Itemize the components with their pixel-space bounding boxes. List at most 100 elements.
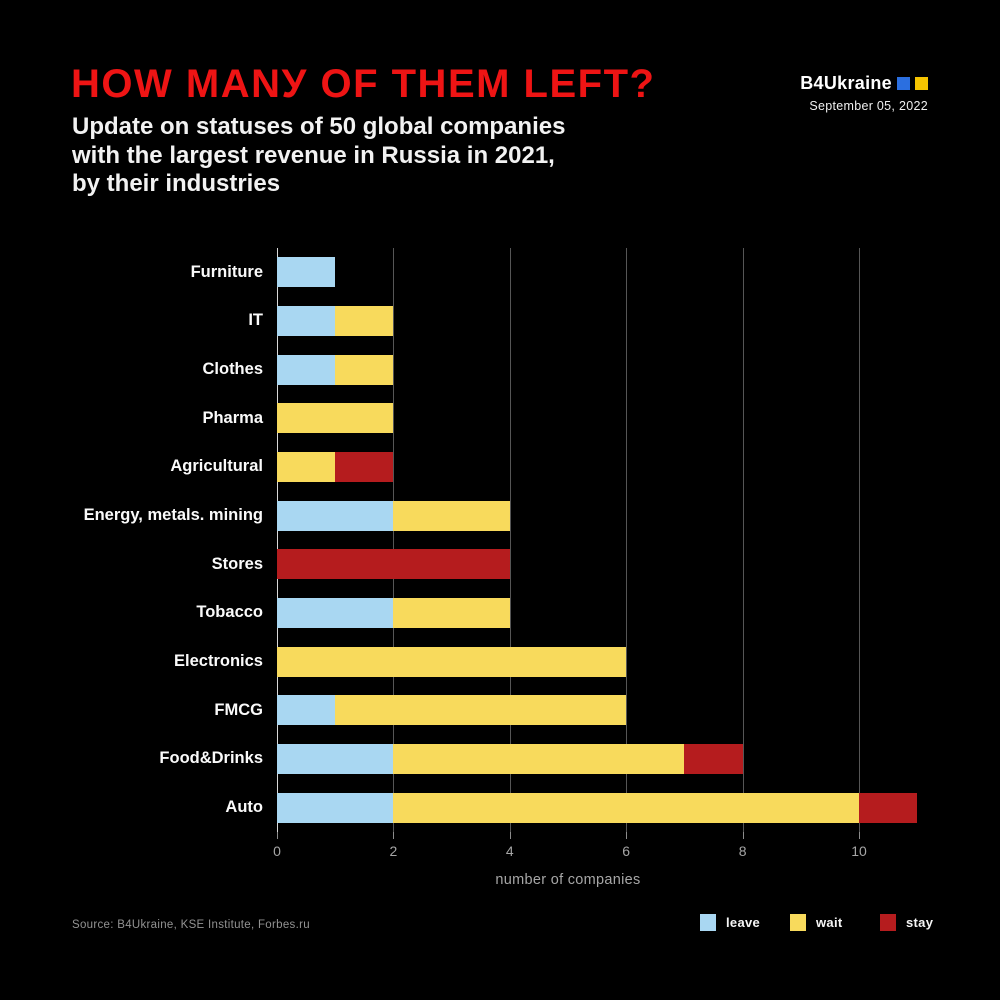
category-label: Energy, metals. mining [83,506,263,525]
bar-row [277,637,940,686]
category-labels-column: Furniture IT Clothes Pharma Agricultural Ener… [0,248,263,832]
x-tick-label-2: 2 [389,843,398,859]
gridline-4 [509,248,511,832]
stacked-bar [277,695,627,726]
x-tick-mark-4 [509,832,511,839]
bar-row [277,686,940,735]
bar-segment-leave [277,500,394,531]
bar-row [277,248,940,297]
bar-segment-wait [277,451,336,482]
gridline-8 [742,248,744,832]
x-tick-mark-10 [859,832,860,839]
gridline-6 [626,248,628,832]
stacked-bar [277,451,394,482]
x-tick-label-10: 10 [851,843,867,859]
bar-segment-wait [277,403,394,434]
subtitle-line-2: with the largest revenue in Russia in 20… [72,141,555,169]
legend-swatch-wait [790,914,806,931]
bar-segment-wait [393,792,859,823]
bar-row [277,735,940,784]
legend-item-wait: wait [790,914,880,931]
category-label: Furniture [190,262,263,281]
stacked-bar [277,500,510,531]
bar-segment-leave [277,354,336,385]
legend-label-stay: stay [906,915,934,930]
gridline-10 [859,248,860,832]
legend-swatch-stay [880,914,896,931]
x-tick-mark-6 [626,832,628,839]
bar-segment-wait [393,597,510,628]
legend-item-leave: leave [700,914,790,931]
legend-label-wait: wait [816,915,843,930]
category-label: IT [248,311,263,330]
bar-segment-wait [393,743,685,774]
stacked-bar [277,354,394,385]
bar-segment-stay [684,743,743,774]
page-title: HOW MANУ OF THEM LEFT? [71,62,656,106]
category-label: Stores [211,554,263,573]
subtitle-line-1: Update on statuses of 50 global companie… [72,113,566,140]
bar-row [277,491,940,540]
bar-segment-leave [277,257,336,288]
x-tick-mark-8 [742,832,744,839]
bar-row [277,297,940,346]
category-label: Food&Drinks [159,749,263,768]
gridline-2 [393,248,395,832]
category-label: Pharma [202,408,263,427]
category-label: Electronics [174,652,263,671]
stacked-bar [277,646,627,677]
subtitle-line-3: by their industries [72,170,281,198]
category-label: Clothes [202,360,263,379]
bar-segment-stay [277,549,510,580]
x-tick-label-4: 4 [505,843,514,859]
flag-blue-square-icon [897,77,910,90]
bar-segment-leave [277,597,394,628]
stacked-bar [277,597,510,628]
legend-label-leave: leave [726,915,761,930]
bar-segment-wait [335,695,627,726]
x-tick-label-6: 6 [622,843,631,859]
bar-row [277,443,940,492]
x-tick-label-8: 8 [738,843,747,859]
x-tick-label-0: 0 [273,843,281,859]
bar-row [277,589,940,638]
bar-row [277,394,940,443]
category-label: Auto [225,798,263,817]
subtitle: Update on statuses of 50 global companie… [72,113,565,199]
bar-segment-wait [277,646,627,677]
source-credit: Source: B4Ukraine, KSE Institute, Forbes… [72,919,310,931]
bar-segment-leave [277,305,336,336]
brand-logo: B4Ukraine [800,73,928,94]
flag-yellow-square-icon [915,77,928,90]
bar-segment-wait [393,500,510,531]
brand-name: B4Ukraine [800,73,892,93]
category-label: FMCG [214,700,263,719]
stacked-bar [277,549,510,580]
bar-segment-leave [277,695,336,726]
category-label: Agricultural [170,457,263,476]
bar-segment-wait [335,354,394,385]
gridline-0 [277,248,278,832]
bars-container [277,248,940,832]
stacked-bar [277,403,394,434]
stacked-bar [277,305,394,336]
bar-segment-stay [335,451,394,482]
chart-legend: leave wait stay [700,914,970,931]
bar-row [277,345,940,394]
x-axis-label: number of companies [495,872,641,888]
bar-row [277,540,940,589]
category-label: Tobacco [196,603,263,622]
stacked-bar [277,743,743,774]
stacked-bar [277,257,336,288]
publish-date: September 05, 2022 [809,99,928,113]
bar-segment-wait [335,305,394,336]
plot-area: number of companies 0 2 4 6 8 10 [273,248,940,888]
stacked-bar [277,792,918,823]
x-tick-mark-2 [393,832,395,839]
bar-row [277,783,940,832]
bar-segment-leave [277,792,394,823]
legend-item-stay: stay [880,914,970,931]
legend-swatch-leave [700,914,716,931]
bar-segment-leave [277,743,394,774]
